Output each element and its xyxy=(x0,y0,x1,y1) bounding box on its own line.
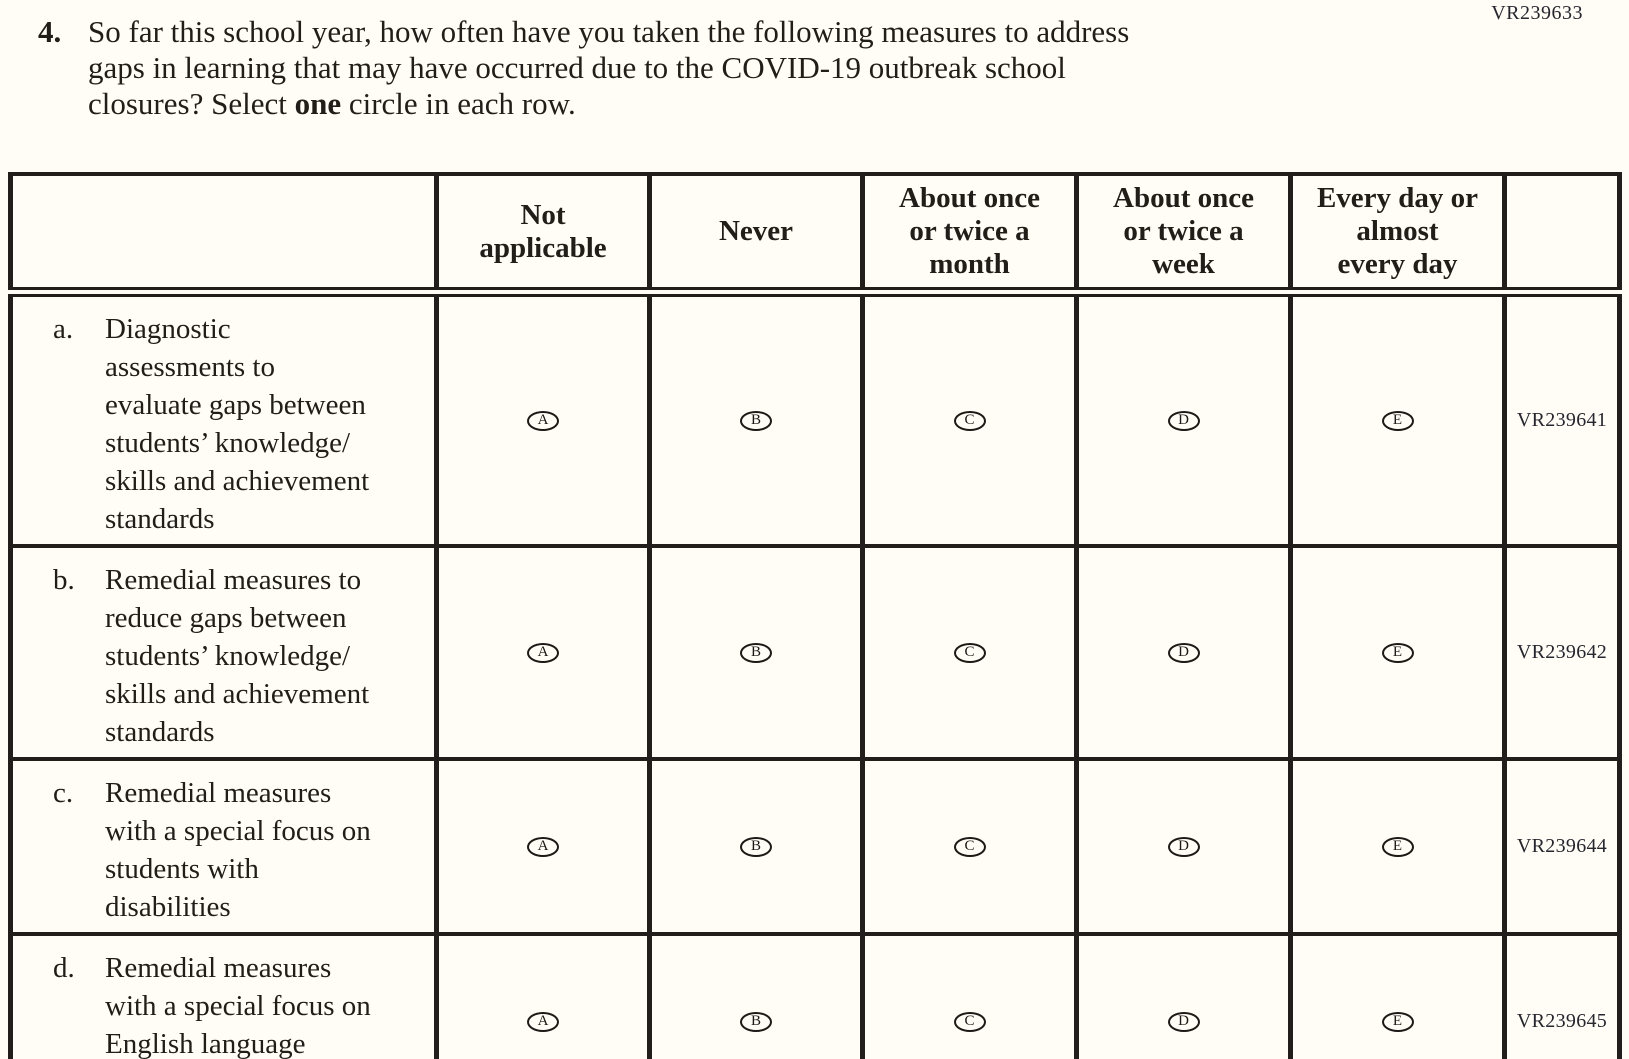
header-not-applicable: Not applicable xyxy=(434,172,652,297)
bubble-d-never[interactable]: B xyxy=(740,1011,772,1032)
bubble-d-every-day[interactable]: E xyxy=(1381,1011,1414,1032)
bubble-b-every-day[interactable]: E xyxy=(1381,642,1414,663)
question-text: So far this school year, how often have … xyxy=(88,14,1129,122)
bubble-c-never[interactable]: B xyxy=(740,836,772,857)
bubble-b-not-applicable[interactable]: A xyxy=(527,642,559,663)
header-once-twice-week: About once or twice a week xyxy=(1074,172,1293,297)
bubble-b-once-twice-week[interactable]: D xyxy=(1167,642,1200,663)
bubble-c-once-twice-month[interactable]: C xyxy=(953,836,986,857)
row-a-text: Diagnostic assessments to evaluate gaps … xyxy=(105,313,370,535)
bubble-a-every-day[interactable]: E xyxy=(1381,410,1414,431)
row-d-letter: d. xyxy=(53,952,75,984)
row-b-code: VR239642 xyxy=(1502,544,1622,761)
row-a-letter: a. xyxy=(53,313,74,345)
question-line-2: gaps in learning that may have occurred … xyxy=(88,50,1066,85)
table-row-b: b. Remedial measures to reduce gaps betw… xyxy=(8,544,1622,761)
question-number: 4. xyxy=(38,14,62,49)
header-once-twice-month: About once or twice a month xyxy=(860,172,1079,297)
header-stub-empty xyxy=(8,172,439,297)
bubble-a-not-applicable[interactable]: A xyxy=(527,410,559,431)
row-a-stub: a. Diagnostic assessments to evaluate ga… xyxy=(8,290,439,548)
row-d-code: VR239645 xyxy=(1502,932,1622,1059)
bubble-d-once-twice-week[interactable]: D xyxy=(1167,1011,1200,1032)
row-c-stub: c. Remedial measures with a special focu… xyxy=(8,757,439,936)
question-block: 4. So far this school year, how often ha… xyxy=(38,14,1368,122)
bubble-c-every-day[interactable]: E xyxy=(1381,836,1414,857)
header-row: Not applicable Never About once or twice… xyxy=(8,172,1622,297)
bubble-d-once-twice-month[interactable]: C xyxy=(953,1011,986,1032)
bubble-c-once-twice-week[interactable]: D xyxy=(1167,836,1200,857)
bubble-a-never[interactable]: B xyxy=(740,410,772,431)
header-code-empty xyxy=(1502,172,1622,297)
response-grid-table: Not applicable Never About once or twice… xyxy=(8,172,1622,1059)
form-code-top-right: VR239633 xyxy=(1491,2,1583,24)
question-line-3: closures? Select one circle in each row. xyxy=(88,86,576,121)
question-line-1: So far this school year, how often have … xyxy=(88,14,1130,49)
bubble-c-not-applicable[interactable]: A xyxy=(527,836,559,857)
question-emphasis-one: one xyxy=(294,86,342,121)
bubble-a-once-twice-week[interactable]: D xyxy=(1167,410,1200,431)
bubble-a-once-twice-month[interactable]: C xyxy=(953,410,986,431)
header-every-day: Every day or almost every day xyxy=(1288,172,1507,297)
bubble-d-not-applicable[interactable]: A xyxy=(527,1011,559,1032)
row-a-code: VR239641 xyxy=(1502,290,1622,548)
table-row-c: c. Remedial measures with a special focu… xyxy=(8,757,1622,936)
table-row-d: d. Remedial measures with a special focu… xyxy=(8,932,1622,1059)
row-d-stub: d. Remedial measures with a special focu… xyxy=(8,932,439,1059)
row-b-letter: b. xyxy=(53,564,75,596)
row-b-stub: b. Remedial measures to reduce gaps betw… xyxy=(8,544,439,761)
row-b-text: Remedial measures to reduce gaps between… xyxy=(105,564,370,748)
row-c-letter: c. xyxy=(53,777,74,809)
row-d-text: Remedial measures with a special focus o… xyxy=(105,952,371,1059)
bubble-b-never[interactable]: B xyxy=(740,642,772,663)
row-c-code: VR239644 xyxy=(1502,757,1622,936)
table-row-a: a. Diagnostic assessments to evaluate ga… xyxy=(8,290,1622,548)
row-c-text: Remedial measures with a special focus o… xyxy=(105,777,371,923)
header-never: Never xyxy=(647,172,865,297)
bubble-b-once-twice-month[interactable]: C xyxy=(953,642,986,663)
